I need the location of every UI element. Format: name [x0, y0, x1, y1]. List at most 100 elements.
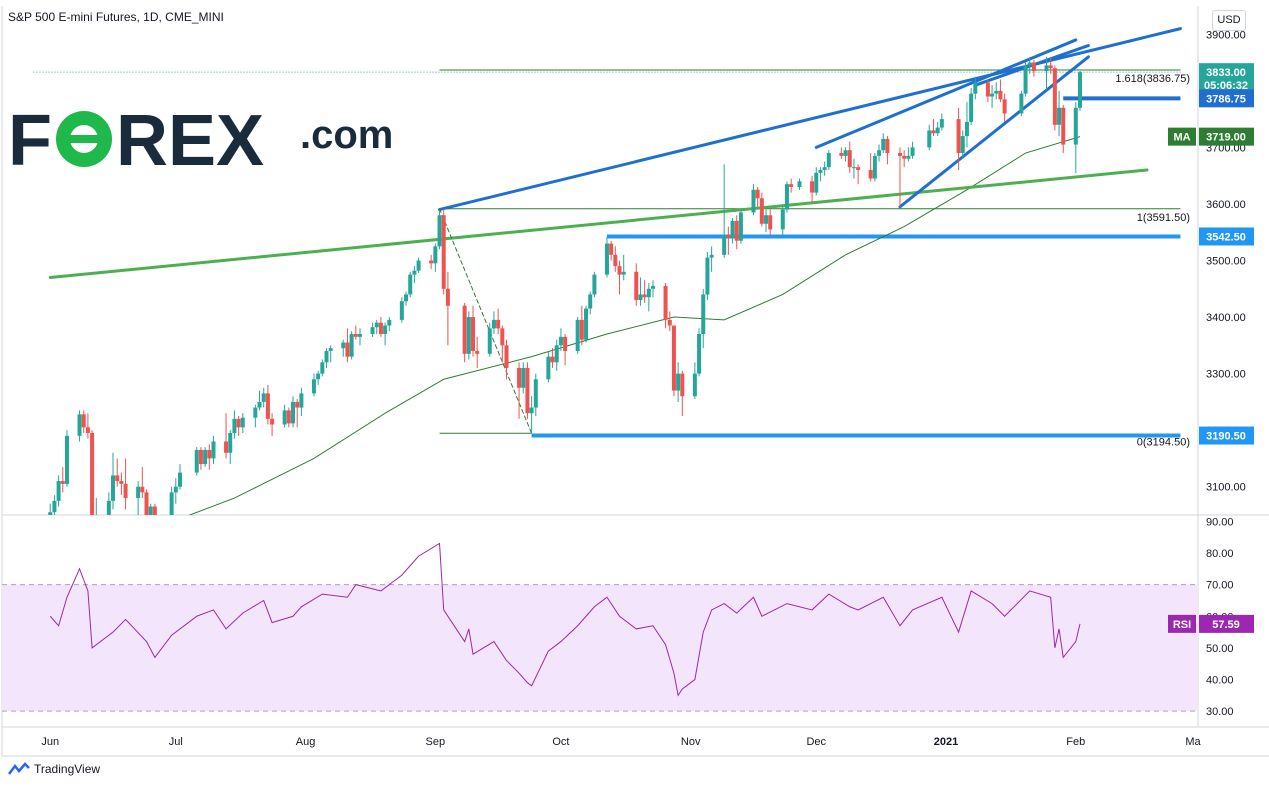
time-tick-label: Oct	[552, 736, 569, 748]
candle-body	[374, 322, 379, 328]
candle-body	[872, 155, 877, 179]
candle-body	[843, 150, 848, 156]
time-tick-label: Aug	[296, 736, 316, 748]
candle-body	[676, 373, 681, 391]
candle-body	[935, 127, 940, 134]
candle	[881, 133, 886, 154]
rsi-tick-label: 50.00	[1206, 643, 1234, 655]
price-pane: 1.618(3836.75) 1(3591.50) 0(3194.50)	[33, 27, 1190, 515]
candle-body	[554, 345, 559, 363]
candle	[609, 240, 614, 261]
candle	[885, 136, 890, 165]
candle	[265, 384, 270, 425]
candle-body	[525, 367, 530, 414]
candle-body	[931, 130, 936, 134]
candle	[676, 362, 681, 402]
candle-body	[939, 119, 944, 128]
candle-body	[270, 418, 275, 425]
candle	[85, 413, 90, 439]
svg-text:.com: .com	[300, 113, 393, 157]
candle-body	[311, 379, 316, 394]
time-tick-label: Feb	[1066, 736, 1085, 748]
tradingview-branding[interactable]: TradingView	[8, 762, 100, 776]
candle-body	[998, 90, 1003, 100]
candle-body	[558, 336, 563, 346]
candle	[588, 291, 593, 315]
currency-button[interactable]: USD	[1212, 10, 1246, 31]
candle	[902, 150, 907, 168]
candle	[387, 317, 392, 332]
candle	[257, 390, 262, 411]
candle	[818, 167, 823, 182]
candle-body	[634, 271, 639, 301]
candle-body	[152, 506, 157, 515]
candle-body	[286, 410, 291, 424]
ma-tag-prefix-box	[1168, 127, 1196, 146]
candle-body	[994, 90, 999, 94]
candle	[897, 147, 902, 207]
candle-body	[169, 492, 174, 515]
candle-body	[734, 220, 739, 241]
ma-tag-prefix: MA	[1173, 132, 1190, 144]
candle	[52, 495, 57, 515]
candle	[931, 119, 936, 137]
time-tick-label: Jul	[169, 736, 183, 748]
candle	[550, 348, 555, 368]
candle	[994, 82, 999, 100]
price-tag-box	[1199, 127, 1254, 146]
candle	[203, 447, 208, 467]
candle	[475, 336, 480, 368]
candle	[726, 226, 731, 255]
candle	[211, 435, 216, 465]
candle-body	[295, 401, 300, 408]
candle-body	[328, 348, 333, 351]
candle	[311, 373, 316, 397]
candle	[270, 413, 275, 436]
candle	[437, 209, 442, 250]
candle	[734, 215, 739, 250]
candle	[877, 144, 882, 162]
rsi-tick-label: 40.00	[1206, 675, 1234, 687]
candle-body	[316, 373, 321, 380]
price-tick-label: 3600.00	[1206, 199, 1246, 211]
candle-body	[692, 373, 697, 397]
fib-swing-dashed	[439, 208, 533, 434]
candle	[722, 164, 727, 258]
candle	[621, 254, 626, 281]
candle-body	[136, 486, 141, 499]
candle-body	[810, 181, 815, 193]
candle	[1044, 56, 1049, 91]
chart-title: S&P 500 E-mini Futures, 1D, CME_MINI	[8, 10, 224, 24]
candle	[1027, 56, 1032, 74]
candle-body	[818, 170, 823, 173]
candle-body	[378, 322, 383, 335]
rsi-tick-label: 90.00	[1206, 516, 1234, 528]
candle-body	[927, 130, 932, 148]
candle	[604, 236, 609, 278]
time-tick-label: Nov	[681, 736, 701, 748]
candle-body	[203, 449, 208, 465]
candle-body	[755, 189, 760, 199]
upper-channel-line	[438, 27, 1182, 212]
time-tick-label: Jun	[41, 736, 59, 748]
candle-body	[910, 147, 915, 156]
candle-body	[111, 475, 116, 501]
candle	[48, 503, 53, 515]
candle	[1061, 104, 1066, 154]
candle	[680, 370, 685, 417]
candle-body	[789, 184, 794, 187]
candle	[445, 271, 450, 346]
candle-body	[697, 334, 702, 374]
long-green-trendline	[48, 168, 1149, 279]
fib-label: 1(3591.50)	[1137, 212, 1190, 224]
candle	[349, 331, 354, 360]
candle	[412, 266, 417, 284]
candle-body	[504, 345, 509, 368]
candle	[295, 399, 300, 428]
candle-body	[701, 294, 706, 335]
price-tick-label: 3100.00	[1206, 482, 1246, 494]
candle	[169, 486, 174, 515]
candle	[634, 263, 639, 306]
